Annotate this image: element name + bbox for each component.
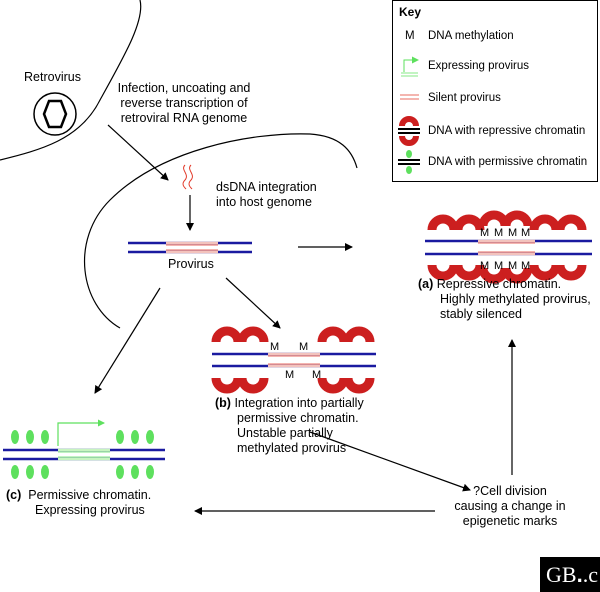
key-repressive-icon	[398, 116, 420, 146]
integration-text: dsDNA integration into host genome	[216, 180, 317, 209]
genome-biology-logo: GB..c	[540, 557, 600, 592]
cell-division-text: ?Cell division causing a change in epige…	[454, 484, 566, 528]
infection-text: Infection, uncoating and reverse transcr…	[117, 81, 251, 125]
svg-text:M: M	[312, 369, 321, 381]
cell-membrane-nucleus	[84, 133, 358, 329]
key-silent-label: Silent provirus	[428, 92, 501, 104]
key-repressive-label: DNA with repressive chromatin	[428, 125, 586, 137]
svg-text:M: M	[270, 341, 279, 353]
svg-text:M: M	[521, 227, 530, 239]
key-title: Key	[399, 5, 422, 19]
svg-text:M: M	[521, 260, 530, 272]
svg-text:M: M	[480, 227, 489, 239]
svg-text:M: M	[480, 260, 489, 272]
svg-text:M: M	[299, 341, 308, 353]
arrow-to-c	[94, 287, 161, 394]
a-letter: (a)	[418, 277, 434, 291]
c-caption: (c) Permissive chromatin. Expressing pro…	[6, 488, 152, 517]
arrow-infection	[107, 124, 169, 181]
key-silent-icon	[400, 94, 419, 100]
svg-text:M: M	[285, 369, 294, 381]
svg-text:M: M	[494, 260, 503, 272]
c-letter: (c)	[6, 488, 22, 502]
provirus-label: Provirus	[168, 257, 214, 271]
key-permissive-label: DNA with permissive chromatin	[428, 156, 588, 168]
svg-text:M: M	[508, 260, 517, 272]
methyl-marks-b: M M M M	[270, 341, 321, 381]
key-m-symbol: M	[405, 30, 415, 42]
provirus-dna	[128, 241, 252, 254]
retrovirus-icon	[33, 92, 77, 136]
arrow-b-to-division	[309, 431, 471, 492]
key-expressing-icon	[403, 56, 419, 72]
key-expressing-label: Expressing provirus	[428, 60, 529, 72]
a-caption: (a) Repressive chromatin. Highly methyla…	[418, 277, 591, 321]
key-permissive-icon	[398, 150, 420, 174]
key-icons	[398, 56, 420, 174]
b-caption: (b) Integration into partially permissiv…	[215, 396, 364, 455]
partial-chromatin-b: M M M M	[211, 326, 376, 394]
key-methylation-label: DNA methylation	[428, 30, 514, 42]
arrow-to-b	[225, 277, 281, 329]
dsdna-squiggle-icon	[182, 164, 193, 190]
svg-text:M: M	[494, 227, 503, 239]
key-legend: Key M DNA methylation Expressing proviru…	[392, 0, 598, 182]
svg-text:M: M	[508, 227, 517, 239]
cell-membrane-outer	[0, 0, 142, 161]
retrovirus-label: Retrovirus	[24, 70, 81, 84]
b-letter: (b)	[215, 396, 231, 410]
permissive-chromatin-c	[3, 419, 165, 479]
transcription-arrow-icon	[57, 419, 105, 446]
